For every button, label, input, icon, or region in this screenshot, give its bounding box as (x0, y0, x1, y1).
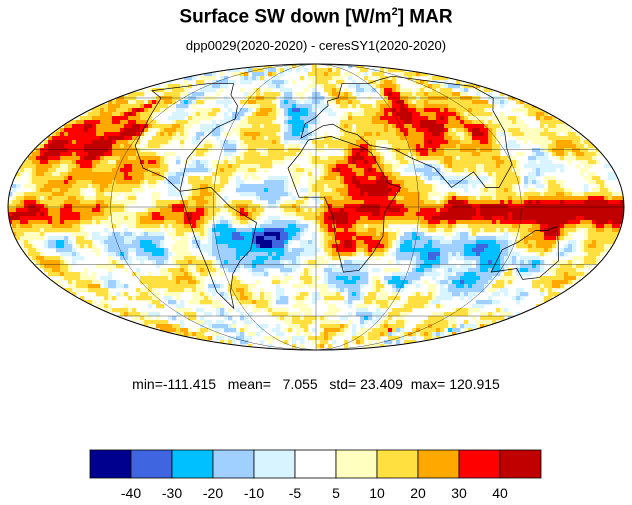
colorbar-tick-label: 30 (451, 485, 467, 501)
colorbar-box (89, 449, 132, 479)
stat-mean-value: 7.055 (282, 376, 318, 392)
title-superscript: 2 (391, 6, 398, 18)
colorbar-tick-label: 10 (369, 485, 385, 501)
stat-max-label: max= (410, 376, 446, 392)
colorbar-box (212, 449, 255, 479)
title-main: Surface SW down [W/m (179, 6, 392, 28)
colorbar-box (458, 449, 501, 479)
colorbar-tick-label: 5 (332, 485, 340, 501)
colorbar-box (294, 449, 337, 479)
colorbar-box (171, 449, 214, 479)
colorbar-tick-label: 40 (492, 485, 508, 501)
stat-mean-label: mean= (227, 376, 271, 392)
colorbar: -40 -30 -20 -10 -5 5 10 20 30 40 (89, 449, 542, 501)
chart-title: Surface SW down [W/m2] MAR (0, 6, 632, 28)
colorbar-tick-labels: -40 -30 -20 -10 -5 5 10 20 30 40 (121, 485, 508, 501)
colorbar-tick-label: -40 (121, 485, 141, 501)
colorbar-tick-label: -20 (203, 485, 223, 501)
colorbar-tick-label: -30 (162, 485, 182, 501)
map-outline (7, 63, 625, 351)
stats-line: min=-111.415 mean= 7.055 std= 23.409 max… (0, 376, 632, 392)
map-coastlines (134, 75, 559, 310)
stat-max-value: 120.915 (449, 376, 500, 392)
colorbar-tick-label: 20 (410, 485, 426, 501)
map-graticule (8, 64, 624, 350)
colorbar-box (335, 449, 378, 479)
title-tail: ] MAR (397, 6, 453, 28)
colorbar-box (253, 449, 296, 479)
colorbar-tick-label: -10 (244, 485, 264, 501)
stat-min-label: min= (132, 376, 163, 392)
colorbar-box (499, 449, 542, 479)
stat-std-label: std= (329, 376, 357, 392)
chart-subtitle: dpp0029(2020-2020) - ceresSY1(2020-2020) (185, 38, 447, 53)
colorbar-box (376, 449, 419, 479)
colorbar-boxes (89, 449, 542, 479)
stat-min-value: -111.415 (162, 376, 217, 392)
colorbar-tick-label: -5 (289, 485, 302, 501)
colorbar-box (130, 449, 173, 479)
mollweide-map (7, 63, 625, 351)
stat-std-value: 23.409 (360, 376, 403, 392)
colorbar-box (417, 449, 460, 479)
